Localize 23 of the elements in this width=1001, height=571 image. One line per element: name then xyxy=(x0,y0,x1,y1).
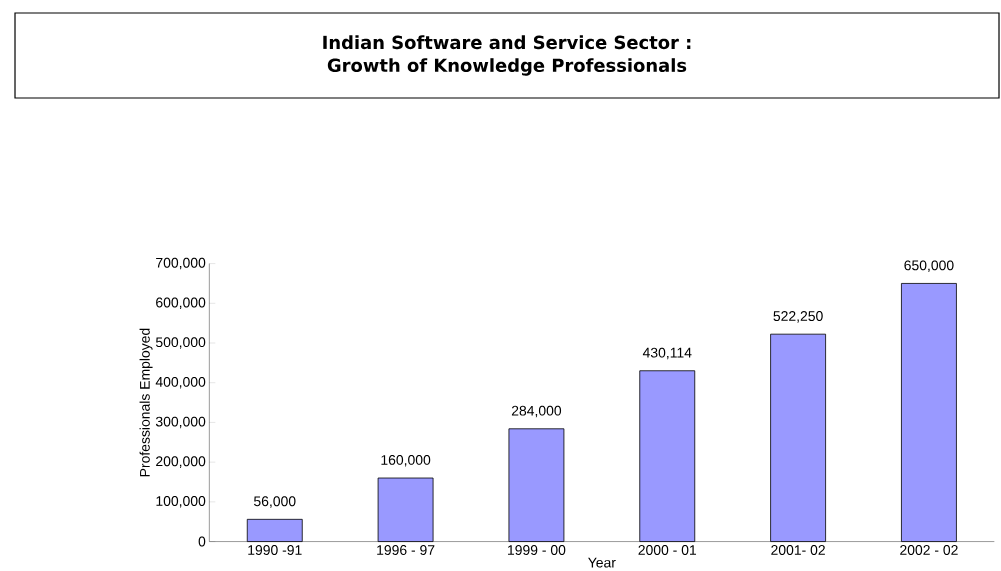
y-axis-title: Professionals Employed xyxy=(139,328,153,477)
y-tick-label: 300,000 xyxy=(155,416,206,429)
x-tick-label: 1990 -91 xyxy=(248,545,302,556)
chart-title: Indian Software and Service Sector : Growth of Knowledge Professionals xyxy=(323,35,691,76)
x-tick-label: 2000 - 01 xyxy=(638,545,697,556)
y-tick-label: 100,000 xyxy=(156,496,206,508)
y-tick-label: 200,000 xyxy=(156,456,206,468)
y-tick-label: 500,000 xyxy=(155,337,206,349)
data-label: 160,000 xyxy=(381,455,431,467)
data-label: 522,250 xyxy=(773,311,823,323)
x-axis-title: Year xyxy=(588,557,616,568)
y-tick-label: 700,000 xyxy=(156,257,206,270)
x-tick-label: 2001- 02 xyxy=(771,545,825,556)
x-tick-label: 1999 - 00 xyxy=(508,545,566,556)
y-tick-label: 400,000 xyxy=(155,377,206,389)
x-tick-label: 2002 - 02 xyxy=(900,545,958,556)
y-tick-label: 0 xyxy=(198,536,206,547)
data-label: 430,114 xyxy=(642,347,692,360)
data-label: 650,000 xyxy=(904,260,954,272)
x-tick-label: 1996 - 97 xyxy=(377,545,435,556)
data-label: 56,000 xyxy=(253,496,296,508)
y-tick-label: 600,000 xyxy=(156,297,206,310)
data-label: 284,000 xyxy=(511,405,562,418)
